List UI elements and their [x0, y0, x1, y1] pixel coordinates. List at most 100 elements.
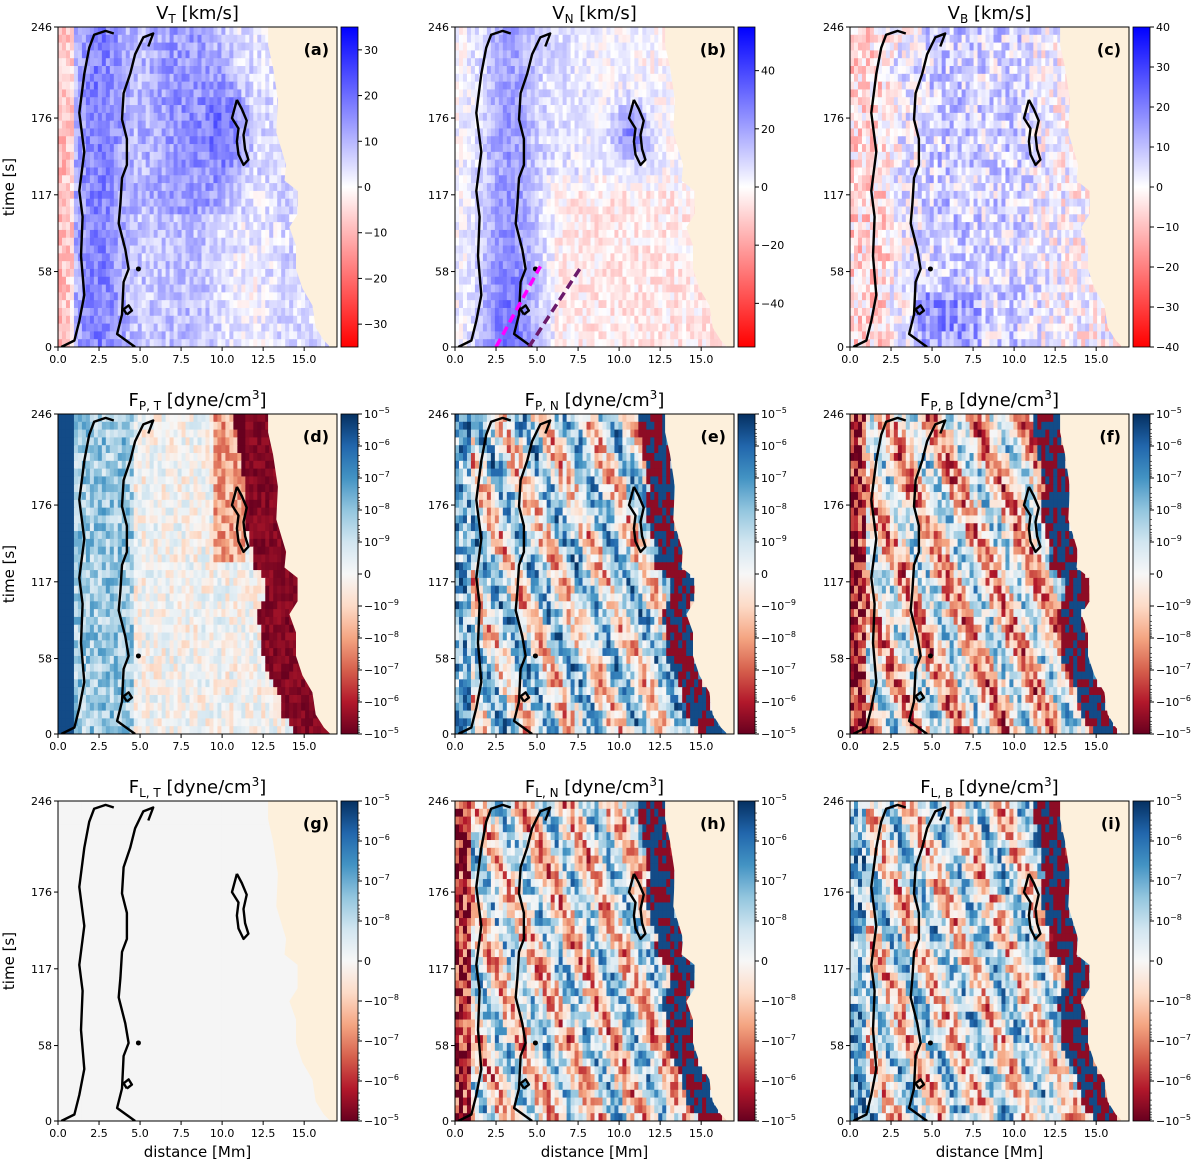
- colorbar-gradient: [340, 800, 359, 1122]
- masked-region: [665, 414, 734, 734]
- panel-grid: 0.0 2.5 5.0 7.5 10.0 12.5 15.0 0 58 117 176 246 (a) V…: [0, 3, 1191, 1161]
- contour-middle: [512, 419, 552, 734]
- y-tick-label: 58: [830, 653, 844, 666]
- colorbar-tick-label: 10−6: [1156, 438, 1182, 453]
- x-tick-label: 5.0: [923, 1127, 941, 1140]
- x-tick-label: 10.0: [1002, 1127, 1027, 1140]
- colorbar-tick-label: 0: [761, 568, 768, 581]
- panel-e: 0.0 2.5 5.0 7.5 10.0 12.5 15.0 0 58 117 176 246 (e) F…: [428, 388, 796, 753]
- colorbar-tick-label: 10−6: [364, 833, 390, 848]
- colorbar-tick-label: 40: [761, 65, 775, 78]
- heatmap-a: [58, 27, 337, 347]
- colorbar-tick-label: −10−9: [1156, 598, 1191, 613]
- y-tick-label: 246: [428, 408, 449, 421]
- y-tick-label: 117: [428, 963, 449, 976]
- contour-left: [852, 803, 907, 1121]
- x-tick-label: 15.0: [689, 1127, 714, 1140]
- x-tick-label: 7.5: [569, 740, 587, 753]
- panel-label: (c): [1097, 40, 1121, 59]
- contour-small: [914, 691, 926, 703]
- colorbar-tick-label: 20: [761, 123, 775, 136]
- colorbar-tick-label: −30: [364, 318, 387, 331]
- y-tick-label: 246: [428, 21, 449, 34]
- x-tick-label: 7.5: [964, 1127, 982, 1140]
- colorbar-tick-label: 10−7: [761, 470, 787, 485]
- panel-a: 0.0 2.5 5.0 7.5 10.0 12.5 15.0 0 58 117 176 246 (a) V…: [0, 3, 387, 366]
- x-tick-label: 10.0: [607, 353, 632, 366]
- colorbar-tick-label: 20: [364, 90, 378, 103]
- colorbar-tick-label: −10: [1156, 221, 1179, 234]
- colorbar-tick-label: 0: [761, 955, 768, 968]
- heatmap-i: [850, 801, 1129, 1121]
- contour-small: [122, 1078, 134, 1090]
- x-tick-label: 0.0: [49, 353, 67, 366]
- colorbar-tick-label: 10−8: [1156, 913, 1182, 928]
- contour-dot: [135, 266, 141, 272]
- x-tick-label: 15.0: [1084, 1127, 1109, 1140]
- colorbar-tick-label: 10−8: [761, 502, 787, 517]
- contour-middle: [512, 806, 552, 1121]
- panel-label: (a): [304, 40, 329, 59]
- colorbar-tick-label: 10: [364, 135, 378, 148]
- y-tick-label: 176: [428, 886, 449, 899]
- y-tick-label: 0: [837, 728, 844, 741]
- x-tick-label: 5.0: [528, 353, 546, 366]
- x-tick-label: 12.5: [251, 353, 276, 366]
- contour-dot: [927, 266, 933, 272]
- axes-frame: [454, 26, 735, 348]
- y-tick-label: 117: [31, 963, 52, 976]
- contour-small: [914, 304, 926, 316]
- y-tick-label: 176: [823, 499, 844, 512]
- masked-region: [665, 27, 734, 347]
- contour-left: [852, 29, 907, 347]
- x-tick-label: 10.0: [210, 740, 235, 753]
- axes-frame: [57, 26, 338, 348]
- colorbar-tick-label: 0: [761, 181, 768, 194]
- colorbar-tick-label: −10−6: [364, 1073, 399, 1088]
- contour-dot: [532, 653, 538, 659]
- colorbar-c: 40 30 20 10 0 −10 −20 −30 −40: [1132, 21, 1179, 354]
- colorbar-tick-label: −40: [1156, 341, 1179, 354]
- x-tick-label: 5.0: [923, 353, 941, 366]
- y-tick-label: 176: [428, 499, 449, 512]
- panel-g: 0.0 2.5 5.0 7.5 10.0 12.5 15.0 0 58 117 176 246 (g) F…: [0, 775, 399, 1161]
- x-tick-label: 2.5: [882, 353, 900, 366]
- colorbar-tick-label: 10−5: [364, 406, 390, 421]
- contour-middle: [115, 419, 155, 734]
- y-tick-label: 176: [31, 112, 52, 125]
- contour-left: [60, 803, 115, 1121]
- colorbar-tick-label: 30: [1156, 61, 1170, 74]
- contour-small: [519, 304, 531, 316]
- colorbar-tick-label: 10−9: [761, 534, 787, 549]
- heatmap-h: [455, 801, 734, 1121]
- colorbar-tick-label: −10−8: [364, 993, 399, 1008]
- y-tick-label: 117: [823, 189, 844, 202]
- colorbar-tick-label: 10−7: [364, 470, 390, 485]
- heatmap-c: [850, 27, 1129, 347]
- x-tick-label: 7.5: [569, 1127, 587, 1140]
- colorbar-tick-label: 10−7: [364, 873, 390, 888]
- x-tick-label: 15.0: [292, 740, 317, 753]
- x-tick-label: 0.0: [841, 740, 859, 753]
- y-tick-label: 117: [428, 576, 449, 589]
- colorbar-tick-label: 10−5: [761, 406, 787, 421]
- colorbar-b: 40 20 0 −20 −40: [737, 26, 784, 348]
- panel-h: 0.0 2.5 5.0 7.5 10.0 12.5 15.0 0 58 117 176 246 (h) F…: [428, 775, 796, 1161]
- x-tick-label: 7.5: [172, 1127, 190, 1140]
- colorbar-tick-label: −10−6: [1156, 1073, 1191, 1088]
- x-tick-label: 0.0: [841, 1127, 859, 1140]
- colorbar-tick-label: 0: [1156, 181, 1163, 194]
- panel-title: FP, N [dyne/cm3]: [525, 388, 665, 413]
- contour-island: [627, 486, 647, 554]
- panel-c: 0.0 2.5 5.0 7.5 10.0 12.5 15.0 0 58 117 176 246 (c) V…: [823, 3, 1179, 366]
- contour-island: [627, 99, 647, 167]
- colorbar-tick-label: 10−9: [1156, 534, 1182, 549]
- panel-title: FL, B [dyne/cm3]: [920, 775, 1058, 800]
- colorbar-a: 30 20 10 0 −10 −20 −30: [340, 26, 387, 348]
- x-tick-label: 10.0: [1002, 740, 1027, 753]
- contour-dot: [135, 653, 141, 659]
- heatmap-e: [455, 414, 734, 734]
- colorbar-tick-label: 0: [1156, 568, 1163, 581]
- x-tick-label: 0.0: [446, 353, 464, 366]
- colorbar-tick-label: −10−6: [761, 1073, 796, 1088]
